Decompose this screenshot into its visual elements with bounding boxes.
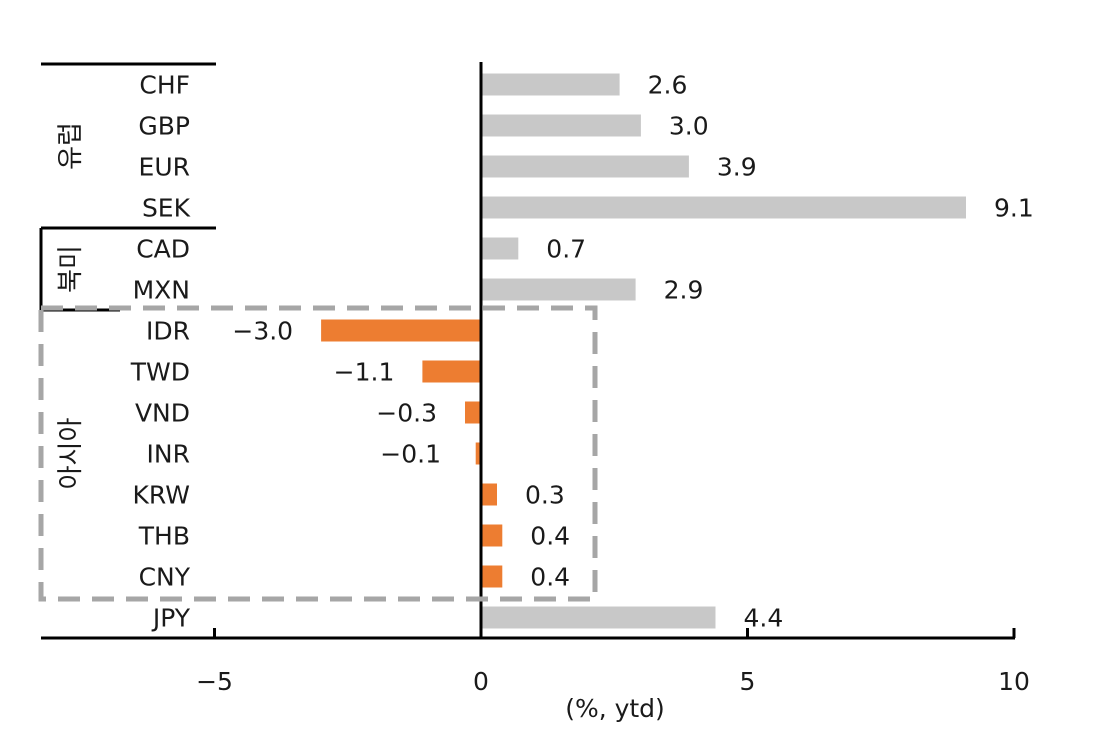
bar-eur [481, 155, 689, 178]
x-tick-label: −5 [196, 667, 233, 696]
value-label-jpy: 4.4 [744, 604, 784, 633]
x-tick-label: 0 [473, 667, 489, 696]
x-tick-label: 10 [998, 667, 1030, 696]
category-label-twd: TWD [130, 358, 190, 387]
category-label-krw: KRW [133, 481, 190, 510]
bar-idr [321, 319, 481, 342]
category-label-cny: CNY [139, 563, 191, 592]
bar-mxn [481, 278, 636, 301]
bar-thb [481, 524, 503, 547]
bar-chf [481, 73, 620, 96]
value-label-eur: 3.9 [717, 153, 757, 182]
value-label-sek: 9.1 [994, 194, 1034, 223]
category-label-cad: CAD [136, 235, 190, 264]
value-label-cad: 0.7 [546, 235, 586, 264]
group-north-america-label: 북미 [56, 245, 86, 293]
bar-cny [481, 565, 503, 588]
value-label-thb: 0.4 [530, 522, 570, 551]
category-label-sek: SEK [142, 194, 191, 223]
bar-inr [475, 442, 481, 465]
category-label-thb: THB [138, 522, 190, 551]
category-label-inr: INR [147, 440, 190, 469]
group-asia-label: 아시아 [56, 418, 86, 490]
bar-twd [422, 360, 481, 383]
value-label-gbp: 3.0 [669, 112, 709, 141]
category-label-gbp: GBP [138, 112, 190, 141]
bar-gbp [481, 114, 641, 137]
category-label-eur: EUR [139, 153, 190, 182]
category-label-jpy: JPY [151, 604, 191, 633]
value-label-twd: −1.1 [334, 358, 395, 387]
value-label-krw: 0.3 [525, 481, 565, 510]
bar-vnd [465, 401, 481, 424]
bar-krw [481, 483, 497, 506]
bar-cad [481, 237, 519, 260]
value-label-inr: −0.1 [380, 440, 441, 469]
value-label-vnd: −0.3 [376, 399, 437, 428]
group-europe-label: 유럽 [56, 122, 86, 170]
bar-jpy [481, 606, 716, 629]
bar-sek [481, 196, 966, 219]
value-label-mxn: 2.9 [664, 276, 704, 305]
x-axis-title: (%, ytd) [565, 694, 665, 723]
category-label-chf: CHF [139, 71, 190, 100]
category-label-vnd: VND [135, 399, 190, 428]
category-label-mxn: MXN [133, 276, 190, 305]
category-label-idr: IDR [146, 317, 190, 346]
value-label-chf: 2.6 [648, 71, 688, 100]
value-label-idr: −3.0 [232, 317, 293, 346]
x-tick-label: 5 [740, 667, 756, 696]
asia-highlight-box [38, 305, 598, 602]
value-label-cny: 0.4 [530, 563, 570, 592]
